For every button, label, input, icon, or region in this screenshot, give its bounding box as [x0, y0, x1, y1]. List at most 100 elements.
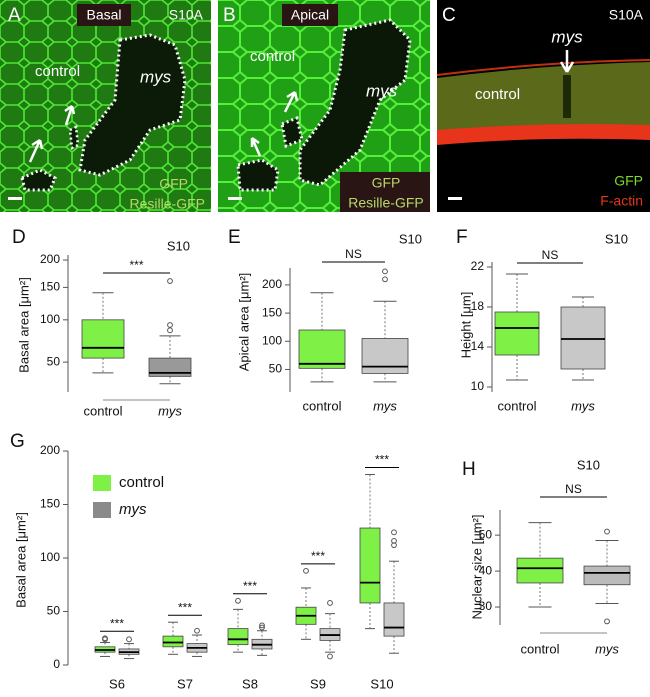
x-tick-label: S8: [242, 676, 258, 691]
y-tick-label: 150: [40, 280, 60, 294]
significance: ***: [178, 600, 192, 614]
x-tick-label: control: [520, 641, 559, 656]
legend-label: mys: [119, 501, 147, 518]
outlier: [604, 618, 610, 625]
outlier: [382, 268, 388, 275]
y-tick-label: 18: [471, 299, 485, 313]
stage-label: S10A: [169, 7, 204, 23]
panel-label: G: [10, 431, 25, 452]
y-tick-label: 50: [47, 604, 61, 618]
box: [148, 357, 192, 377]
y-tick-label: 100: [262, 333, 282, 347]
significance: NS: [542, 248, 559, 262]
region-label: mys: [140, 67, 172, 86]
y-tick-label: 14: [471, 339, 485, 353]
outlier: [167, 327, 173, 334]
y-axis-label: Height [μm]: [458, 292, 473, 359]
stage-label: S10A: [609, 7, 644, 23]
x-tick-label: control: [497, 398, 536, 413]
significance: ***: [375, 453, 389, 467]
image-panel-b: B Apical control mys GFP Resille-GFP: [218, 0, 430, 212]
panel-label: B: [223, 5, 236, 26]
box: [298, 329, 346, 369]
legend-swatch: [93, 502, 111, 518]
box: [583, 565, 631, 586]
chart-title: S10: [605, 231, 628, 246]
y-tick-label: 50: [269, 362, 283, 376]
chart-title: S10: [577, 457, 600, 472]
x-tick-label: S7: [177, 676, 193, 691]
x-tick-label: S6: [109, 676, 125, 691]
panel-label: H: [462, 459, 476, 480]
channel-label: Resille-GFP: [130, 196, 205, 212]
box: [494, 311, 540, 356]
y-tick-label: 200: [40, 443, 60, 457]
panel-label: A: [8, 5, 21, 26]
y-tick-label: 0: [53, 657, 60, 671]
y-tick-label: 50: [47, 354, 61, 368]
legend-label: control: [119, 474, 164, 491]
image-panel-c: C S10A mys control GFP F-actin: [436, 0, 650, 212]
significance: NS: [345, 247, 362, 261]
outlier: [235, 597, 241, 604]
y-axis-label: Basal area [μm²]: [13, 512, 28, 608]
outlier: [327, 653, 333, 660]
x-tick-label: mys: [373, 398, 397, 413]
image-tag: Apical: [291, 7, 329, 23]
box: [81, 319, 125, 359]
x-tick-label: mys: [158, 403, 182, 418]
outlier: [167, 322, 173, 328]
chart-title: S10: [399, 231, 422, 246]
significance: ***: [243, 579, 257, 593]
x-tick-label: S9: [310, 676, 326, 691]
image-tag: Basal: [86, 7, 121, 23]
region-label: control: [475, 86, 520, 103]
channel-label: GFP: [159, 176, 188, 192]
outlier: [382, 276, 388, 283]
x-tick-label: mys: [595, 641, 619, 656]
channel-label: F-actin: [600, 193, 643, 209]
outlier: [167, 278, 173, 284]
y-tick-label: 200: [262, 277, 282, 291]
legend-swatch: [93, 475, 111, 491]
y-axis-label: Basal area [μm²]: [16, 277, 31, 373]
box: [359, 527, 381, 604]
chart-title: S10: [167, 238, 190, 253]
y-tick-label: 50: [479, 527, 493, 541]
box: [516, 557, 564, 584]
outlier: [303, 567, 309, 574]
panel-label: D: [12, 227, 26, 248]
channel-label: GFP: [614, 173, 643, 189]
significance: ***: [311, 549, 325, 563]
box: [162, 635, 184, 648]
panel-label: C: [442, 5, 456, 26]
x-tick-label: control: [83, 403, 122, 418]
region-label: control: [250, 48, 295, 65]
region-label: control: [35, 63, 80, 80]
channel-label: Resille-GFP: [348, 195, 423, 211]
y-tick-label: 40: [479, 563, 493, 577]
y-tick-label: 100: [40, 312, 60, 326]
outlier: [126, 636, 132, 643]
channel-label: GFP: [372, 175, 401, 191]
outlier: [391, 529, 397, 536]
y-axis-label: Nuclear size [μm²]: [469, 514, 484, 619]
image-panel-a: A Basal S10A control mys GFP Resille-GFP: [0, 0, 211, 212]
panel-label: F: [456, 227, 468, 248]
y-tick-label: 200: [40, 252, 60, 266]
outlier: [604, 528, 610, 535]
outlier: [102, 635, 108, 642]
y-tick-label: 100: [40, 550, 60, 564]
outlier: [259, 624, 265, 631]
region-label: mys: [551, 27, 583, 46]
box: [560, 306, 606, 370]
panel-label: E: [228, 227, 241, 248]
y-tick-label: 150: [40, 497, 60, 511]
box: [383, 602, 405, 637]
box: [361, 338, 409, 374]
y-axis-label: Apical area [μm²]: [236, 273, 251, 372]
significance: ***: [110, 616, 124, 630]
y-tick-label: 22: [471, 259, 485, 273]
outlier: [391, 537, 397, 544]
